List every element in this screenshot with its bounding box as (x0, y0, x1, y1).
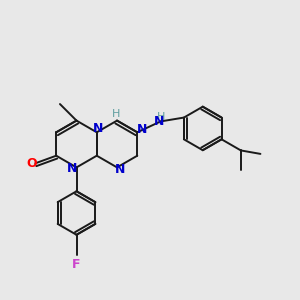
Text: H: H (157, 112, 165, 122)
Text: N: N (154, 115, 165, 128)
Text: N: N (136, 123, 147, 136)
Text: N: N (67, 162, 77, 175)
Text: N: N (92, 122, 103, 135)
Text: F: F (72, 258, 81, 271)
Text: O: O (26, 157, 37, 169)
Text: N: N (115, 163, 125, 176)
Text: H: H (112, 109, 121, 119)
